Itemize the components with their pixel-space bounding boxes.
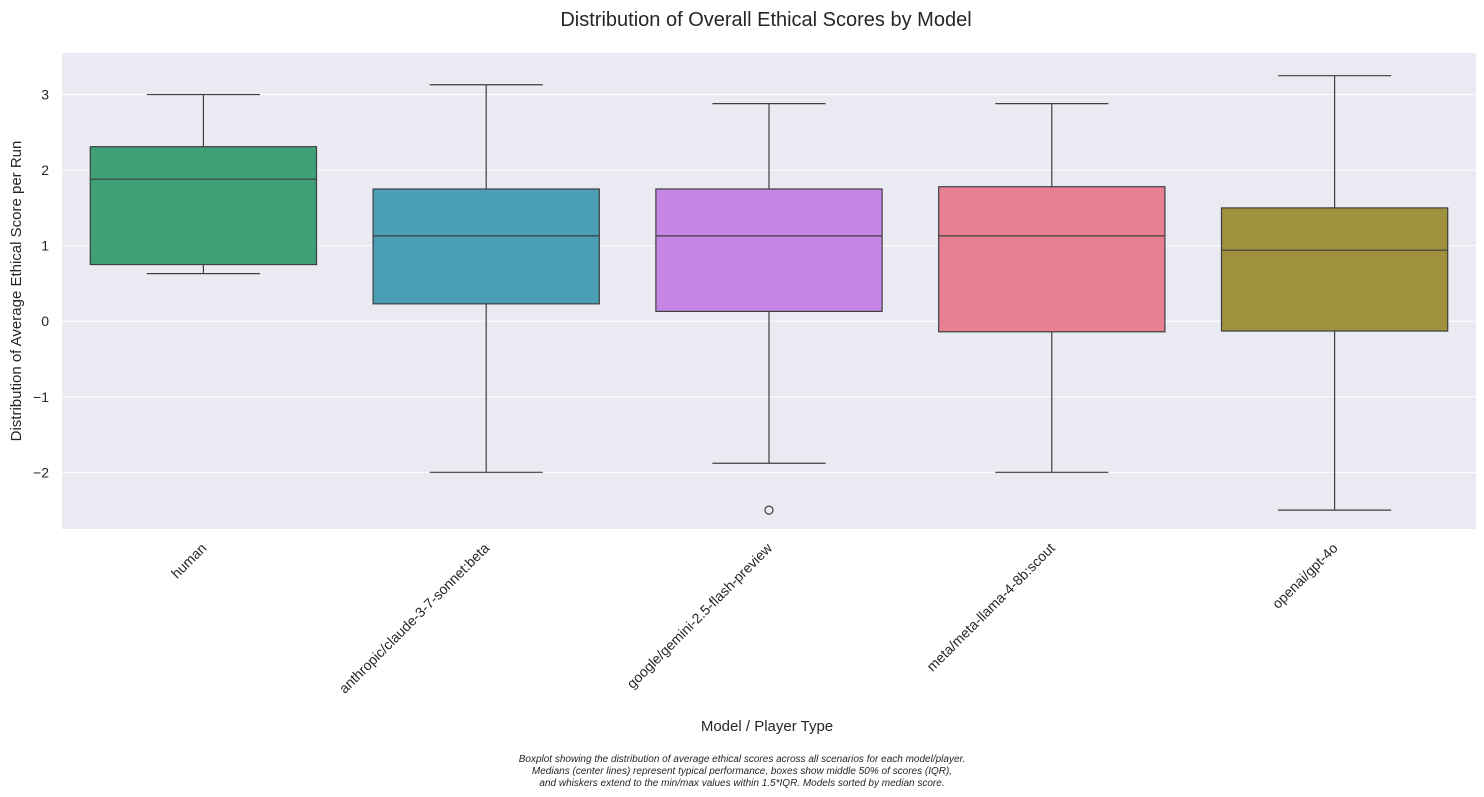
caption-line-1: Boxplot showing the distribution of aver… [519, 754, 966, 765]
iqr-box [655, 188, 883, 313]
y-tick-label: 0 [41, 313, 49, 329]
y-tick-label: 1 [41, 238, 49, 254]
x-tick-label: google/gemini-2.5-flash-preview [623, 539, 775, 691]
box-3 [938, 103, 1166, 473]
y-axis-ticks: −2 −1 0 1 2 3 [33, 87, 49, 481]
x-tick-label: openai/gpt-4o [1269, 540, 1341, 612]
x-axis-label: Model / Player Type [701, 718, 833, 735]
x-axis-ticks: human anthropic/claude-3-7-sonnet:beta goo… [168, 539, 1341, 696]
y-tick-label: −2 [33, 464, 49, 480]
iqr-box [938, 186, 1166, 333]
box-0 [89, 93, 318, 275]
outlier-point [764, 505, 774, 515]
chart-title: Distribution of Overall Ethical Scores b… [560, 9, 971, 31]
y-tick-label: −1 [33, 389, 49, 405]
x-tick-label: anthropic/claude-3-7-sonnet:beta [336, 540, 493, 697]
box-series [89, 75, 1449, 515]
x-tick-label: human [168, 540, 210, 582]
iqr-box [372, 188, 600, 305]
box-2 [655, 103, 883, 515]
x-tick-label: meta/meta-llama-4-8b:scout [923, 540, 1058, 675]
y-tick-label: 2 [41, 162, 49, 178]
y-tick-label: 3 [41, 87, 49, 103]
box-1 [372, 84, 600, 473]
y-axis-label: Distribution of Average Ethical Score pe… [8, 141, 25, 442]
iqr-box [89, 146, 318, 266]
caption-line-3: and whiskers extend to the min/max value… [539, 778, 944, 789]
caption-line-2: Medians (center lines) represent typical… [532, 766, 952, 777]
box-4 [1220, 75, 1449, 511]
iqr-box [1220, 207, 1449, 332]
